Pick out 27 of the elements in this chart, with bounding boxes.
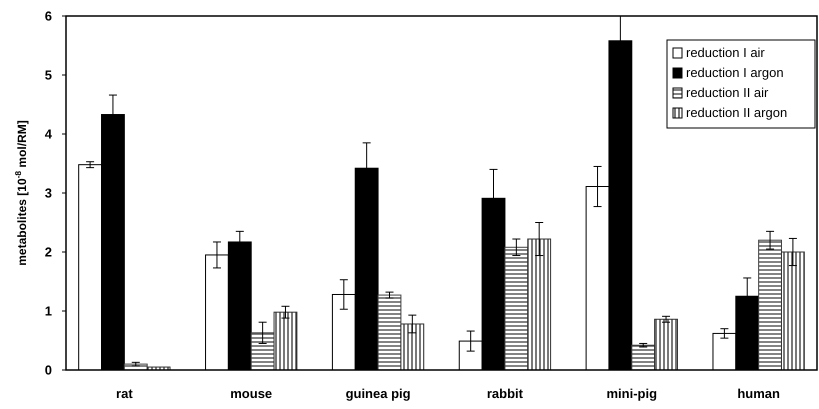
x-tick-label: guinea pig: [346, 386, 411, 401]
bar: [631, 344, 656, 370]
y-tick-label: 4: [44, 126, 53, 142]
bar: [250, 332, 275, 370]
y-tick-label: 1: [44, 304, 52, 319]
legend-label: reduction II air: [686, 85, 770, 100]
x-tick-label: human: [737, 386, 780, 401]
y-tick-label: 3: [44, 186, 52, 201]
legend-label: reduction I air: [686, 45, 766, 60]
bar: [780, 252, 805, 370]
x-tick-label: mouse: [230, 386, 272, 401]
bar: [527, 238, 552, 370]
y-tick-label: 5: [44, 68, 52, 83]
bar: [378, 294, 402, 370]
y-tick-label: 6: [44, 8, 52, 24]
bar: [758, 240, 782, 370]
y-tick-label: 0: [44, 362, 52, 378]
x-tick-label: rat: [116, 386, 134, 401]
bar: [274, 312, 298, 370]
legend-label: reduction II argon: [686, 105, 788, 120]
legend-label: reduction I argon: [686, 65, 784, 80]
bar: [504, 246, 528, 370]
bar: [400, 323, 424, 370]
x-tick-label: mini-pig: [606, 386, 658, 401]
bar: [654, 318, 678, 370]
x-tick-label: rabbit: [486, 386, 524, 401]
y-tick-label: 2: [44, 244, 52, 260]
